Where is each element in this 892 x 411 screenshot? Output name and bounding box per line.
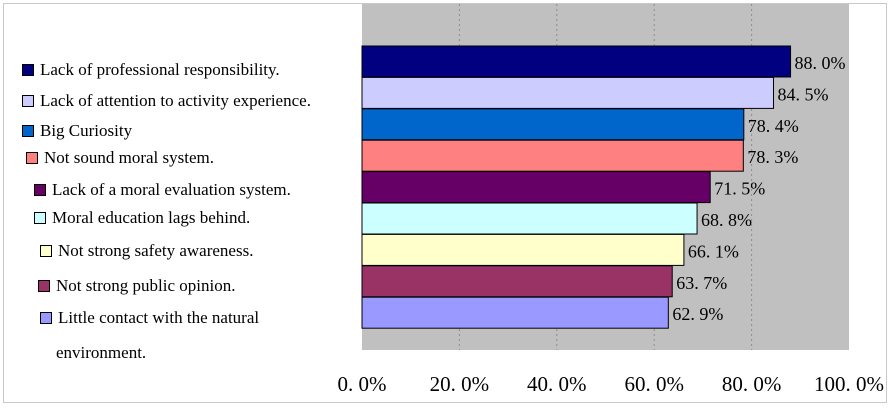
- tick-label: 80. 0%: [722, 372, 782, 396]
- bar: [361, 202, 698, 235]
- data-label: 78. 3%: [747, 147, 798, 167]
- legend-swatch: [38, 280, 50, 292]
- legend-item: Not strong safety awareness.: [40, 241, 253, 261]
- tick-label: 20. 0%: [430, 372, 490, 396]
- data-label: 88. 0%: [795, 53, 846, 73]
- bar: [361, 265, 673, 298]
- legend-swatch: [26, 152, 38, 164]
- bar: [361, 139, 744, 172]
- data-label: 84. 5%: [778, 84, 829, 104]
- legend-item: Not sound moral system.: [26, 148, 214, 168]
- legend-label: Not strong public opinion.: [56, 276, 236, 295]
- bar: [361, 76, 775, 109]
- bar: [361, 45, 792, 78]
- bar: [361, 296, 669, 329]
- legend-label: Lack of a moral evaluation system.: [52, 180, 291, 199]
- legend-label-continuation: environment.: [56, 343, 147, 362]
- legend-swatch: [22, 125, 34, 137]
- data-label: 78. 4%: [748, 116, 799, 136]
- legend-label: Lack of attention to activity experience…: [40, 91, 311, 110]
- bar: [361, 171, 711, 204]
- legend-item: Not strong public opinion.: [38, 276, 235, 296]
- data-label: 63. 7%: [676, 273, 727, 293]
- bar-chart: 88. 0% 84. 5% 78. 4% 78. 3% 71. 5% 68. 8% 66. …: [338, 4, 884, 396]
- tick-label: 40. 0%: [527, 372, 587, 396]
- data-label: 62. 9%: [672, 304, 723, 324]
- legend-item: Lack of attention to activity experience…: [22, 91, 311, 111]
- tick-label: 0. 0%: [338, 372, 387, 396]
- data-label: 66. 1%: [688, 241, 739, 261]
- legend-item: Little contact with the natural: [40, 308, 259, 328]
- legend-label: Big Curiosity: [40, 121, 133, 140]
- legend-swatch: [34, 212, 46, 224]
- legend-item: Moral education lags behind.: [34, 208, 250, 228]
- legend-swatch: [40, 312, 52, 324]
- chart-frame: 88. 0% 84. 5% 78. 4% 78. 3% 71. 5% 68. 8% 66. …: [3, 3, 887, 403]
- data-label: 71. 5%: [714, 179, 765, 199]
- tick-label: 60. 0%: [624, 372, 684, 396]
- legend-swatch: [40, 245, 52, 257]
- legend-label: Lack of professional responsibility.: [40, 60, 280, 79]
- bar: [361, 233, 685, 266]
- legend-label: Not strong safety awareness.: [58, 241, 254, 260]
- legend-label: Moral education lags behind.: [52, 208, 251, 227]
- legend-label: Not sound moral system.: [44, 148, 214, 167]
- legend-swatch: [34, 184, 46, 196]
- tick-label: 100. 0%: [814, 372, 884, 396]
- legend-item: Lack of a moral evaluation system.: [34, 180, 291, 200]
- legend-label: Little contact with the natural: [58, 308, 260, 327]
- bar: [361, 108, 745, 141]
- legend-item: Big Curiosity: [22, 121, 132, 141]
- legend-swatch: [22, 95, 34, 107]
- data-label: 68. 8%: [701, 210, 752, 230]
- legend-item: Lack of professional responsibility.: [22, 60, 280, 80]
- legend-swatch: [22, 64, 34, 76]
